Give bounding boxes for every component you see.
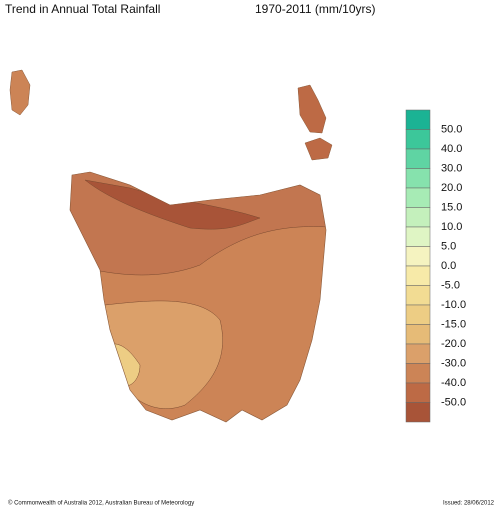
coastline <box>69 171 327 423</box>
title: Trend in Annual Total Rainfall <box>5 2 160 16</box>
legend-label: 15.0 <box>441 201 462 213</box>
legend-swatch <box>405 168 431 189</box>
legend-label: 0.0 <box>441 260 456 272</box>
period: 1970-2011 (mm/10yrs) <box>255 2 376 16</box>
legend-label: 5.0 <box>441 240 456 252</box>
legend-label: -30.0 <box>441 357 466 369</box>
map <box>9 69 333 423</box>
legend-swatch <box>405 304 431 325</box>
legend-swatch <box>405 207 431 228</box>
legend-swatch <box>405 363 431 384</box>
legend-label: -50.0 <box>441 396 466 408</box>
legend-swatch <box>405 265 431 286</box>
legend-label: -5.0 <box>441 279 460 291</box>
issued-date: Issued: 28/06/2012 <box>443 501 495 507</box>
king-island <box>9 69 31 116</box>
legend-label: -40.0 <box>441 377 466 389</box>
legend-swatch <box>405 226 431 247</box>
legend-label: 50.0 <box>441 123 462 135</box>
legend: 50.0 40.0 30.0 20.0 15.0 10.0 5.0 0.0 -5.0 -10.0 -… <box>405 109 466 423</box>
legend-swatch <box>405 187 431 208</box>
legend-label: 30.0 <box>441 162 462 174</box>
cape-barren-island <box>304 137 333 161</box>
legend-label: 10.0 <box>441 221 462 233</box>
legend-swatch <box>405 148 431 169</box>
copyright: © Commonwealth of Australia 2012, Austra… <box>8 500 194 507</box>
legend-label: -10.0 <box>441 299 466 311</box>
flinders-island <box>297 84 327 134</box>
legend-label: 20.0 <box>441 182 462 194</box>
legend-swatch <box>405 109 431 130</box>
legend-swatch <box>405 246 431 267</box>
legend-swatch <box>405 129 431 150</box>
legend-label: -20.0 <box>441 338 466 350</box>
legend-label: 40.0 <box>441 143 462 155</box>
legend-swatch <box>405 382 431 403</box>
legend-swatch <box>405 285 431 306</box>
legend-swatch <box>405 343 431 364</box>
legend-swatch <box>405 402 431 423</box>
legend-label: -15.0 <box>441 318 466 330</box>
legend-swatch <box>405 324 431 345</box>
